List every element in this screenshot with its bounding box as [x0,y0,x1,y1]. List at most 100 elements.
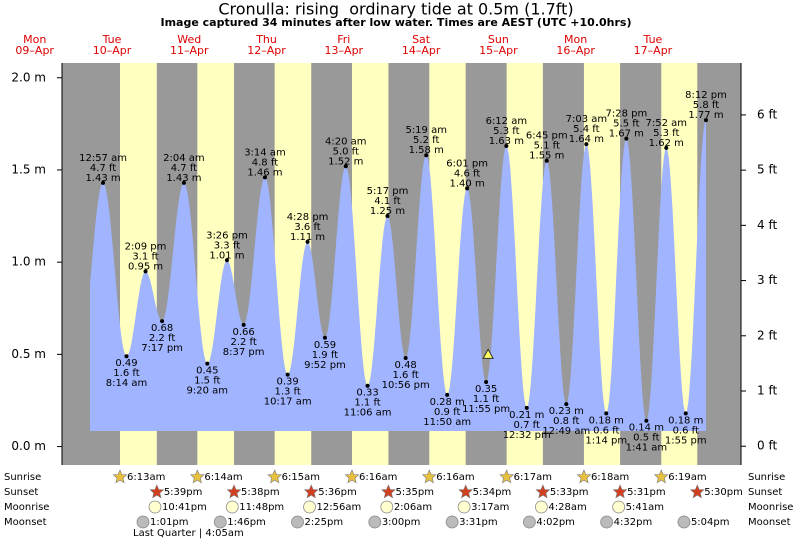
sunset-icon [535,484,551,499]
tide-extreme [465,186,470,191]
tide-label: 7:03 am [566,114,608,125]
tide-label: 8:37 pm [223,347,265,358]
row-label: Moonrise [748,502,793,513]
moonrise-icon [534,500,548,514]
sunrise-icon [189,469,205,484]
tide-label: 0.21 m [509,410,544,421]
tide-label: 0.45 [196,366,218,377]
day-name: Fri [337,33,350,46]
tide-label: 5.2 ft [413,135,439,146]
tide-label: 0.18 m [589,415,624,426]
row-label: Moonset [748,517,791,528]
sunrise-time: 6:16am [436,472,474,483]
tide-label: 0.68 [151,323,173,334]
tide-label: 3.3 ft [214,240,240,251]
y-tick-label: 2.0 m [11,70,46,84]
tide-label: 3:26 pm [206,230,248,241]
tide-extreme [322,335,327,340]
sunrise-time: 6:15am [282,472,320,483]
tide-label: 1.1 ft [473,394,499,405]
tide-extreme [524,405,529,410]
moonrise-time: 3:17am [471,502,509,513]
tide-extreme [584,142,589,147]
tide-label: 5.3 ft [653,128,679,139]
tide-label: 1.64 m [569,134,604,145]
tide-label: 7:17 pm [141,343,183,354]
sunset-icon [612,484,628,499]
sunrise-icon [499,469,515,484]
day-name: Tue [102,33,122,46]
tide-extreme [624,136,629,141]
tide-label: 5:17 pm [367,186,409,197]
tide-label: 0.6 ft [673,425,699,436]
tide-label: 11:55 pm [462,404,510,415]
moonset-time: 3:31pm [459,517,498,528]
tide-extreme [305,239,310,244]
moonrise-icon [148,500,162,514]
y-tick-label: 0.5 m [11,347,46,361]
tide-extreme [604,411,609,416]
tide-label: 1.5 ft [194,376,220,387]
tide-label: 1.58 m [409,145,444,156]
tide-label: 0.33 [356,388,378,399]
y2-tick-label: 6 ft [757,107,777,121]
tide-label: 4.8 ft [252,157,278,168]
tide-extreme [160,319,165,324]
tide-label: 1.63 m [489,136,524,147]
tide-extreme [564,402,569,407]
tide-label: 11:50 am [423,417,471,428]
sunrise-time: 6:14am [204,472,242,483]
tide-label: 4.7 ft [171,163,197,174]
tide-label: 0.48 [395,360,417,371]
tide-label: 7:52 am [646,118,688,129]
tide-label: 5:19 am [405,125,447,136]
tide-label: 1.62 m [649,138,684,149]
tide-label: 9:20 am [187,386,229,397]
tide-extreme [544,158,549,163]
sunset-time: 5:33pm [550,487,589,498]
tide-label: 3:14 am [244,147,286,158]
y-tick-label: 1.5 m [11,162,46,176]
moonrise-time: 10:41pm [162,502,207,513]
moonrise-time: 2:06am [394,502,432,513]
tide-label: 8:14 am [106,378,148,389]
day-date: 16–Apr [556,44,595,57]
tide-label: 0.95 m [128,261,163,272]
tide-extreme [181,180,186,185]
tide-extreme [205,361,210,366]
row-label: Moonset [4,517,47,528]
sunrise-icon [653,469,669,484]
tide-label: 0.18 m [668,415,703,426]
tide-label: 4:20 am [325,136,367,147]
moonset-icon [291,515,304,529]
tide-label: 2.2 ft [149,333,175,344]
moonset-time: 2:25pm [305,517,344,528]
moonrise-time: 4:28am [548,502,586,513]
tide-label: 0.39 [277,377,299,388]
tide-label: 10:17 am [264,397,312,408]
tide-label: 12:32 pm [503,430,551,441]
day-date: 10–Apr [93,44,132,57]
sunset-time: 5:30pm [704,487,743,498]
tide-label: 1.46 m [247,167,282,178]
day-name: Mon [23,33,46,46]
moonrise-icon [303,500,316,514]
tide-extreme [484,380,489,385]
row-label: Sunset [4,487,38,498]
sunset-time: 5:38pm [241,487,280,498]
sunrise-icon [421,469,437,484]
sunrise-time: 6:17am [514,472,552,483]
tide-label: 1.3 ft [274,387,300,398]
y-tick-label: 1.0 m [11,255,46,269]
day-date: 13–Apr [325,44,364,57]
day-date: 09–Apr [15,44,54,57]
tide-label: 9:52 pm [304,360,346,371]
moonset-icon [677,515,691,529]
tide-label: 2:04 am [163,153,205,164]
moonset-icon [445,515,459,529]
tide-label: 1.67 m [609,129,644,140]
sunrise-icon [576,469,592,484]
y2-tick-label: 0 ft [757,439,777,453]
day-name: Sat [412,33,431,46]
